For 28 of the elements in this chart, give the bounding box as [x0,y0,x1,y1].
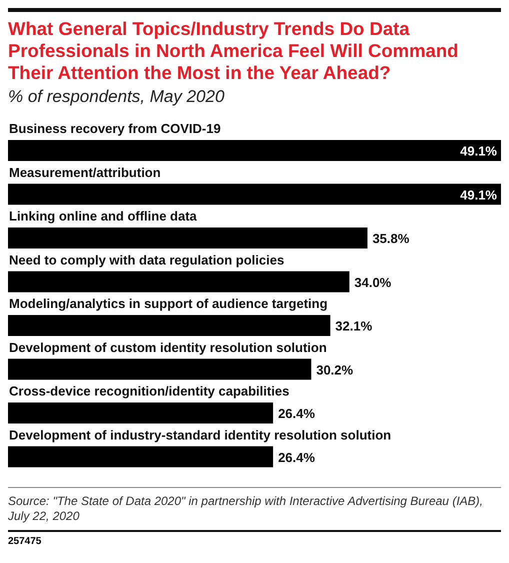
bar [8,228,368,248]
chart-subtitle: % of respondents, May 2020 [8,87,226,107]
data-label: 35.8% [372,231,410,246]
y-tick-label: Measurement/attribution [9,164,161,180]
y-tick-label: Cross-device recognition/identity capabilities [9,384,290,398]
y-tick-label: Linking online and offline data [9,208,198,224]
bar [8,184,501,205]
y-tick-label: Modeling/analytics in support of audience targeting [9,296,328,311]
y-tick-label: Business recovery from COVID-19 [9,121,221,136]
chart-title: What General Topics/Industry Trends Do Data Professionals in North America Feel Will Command Their Attention the Most in the Year Ahead? [8,18,460,84]
bar [8,446,274,468]
data-label: 32.1% [335,318,373,334]
bar [8,402,274,424]
bar [8,140,501,161]
data-label: 49.1% [460,144,498,158]
bar [8,271,350,292]
bar [8,315,330,336]
text: 257475 [8,530,501,547]
source-note: Source: "The State of Data 2020" in partnership with Interactive Advertising Bureau (IAB), July 22, 2020 [8,494,484,524]
data-label: 30.2% [316,362,354,378]
data-label: 26.4% [278,450,316,465]
data-label: 34.0% [354,274,392,290]
y-tick-label: Development of custom identity resolution solution [9,340,327,355]
y-tick-label: Development of industry-standard identity resolution solution [9,427,392,442]
bar [8,358,312,380]
y-tick-label: Need to comply with data regulation policies [9,252,284,268]
data-label: 49.1% [460,187,498,202]
data-label: 26.4% [278,406,316,421]
